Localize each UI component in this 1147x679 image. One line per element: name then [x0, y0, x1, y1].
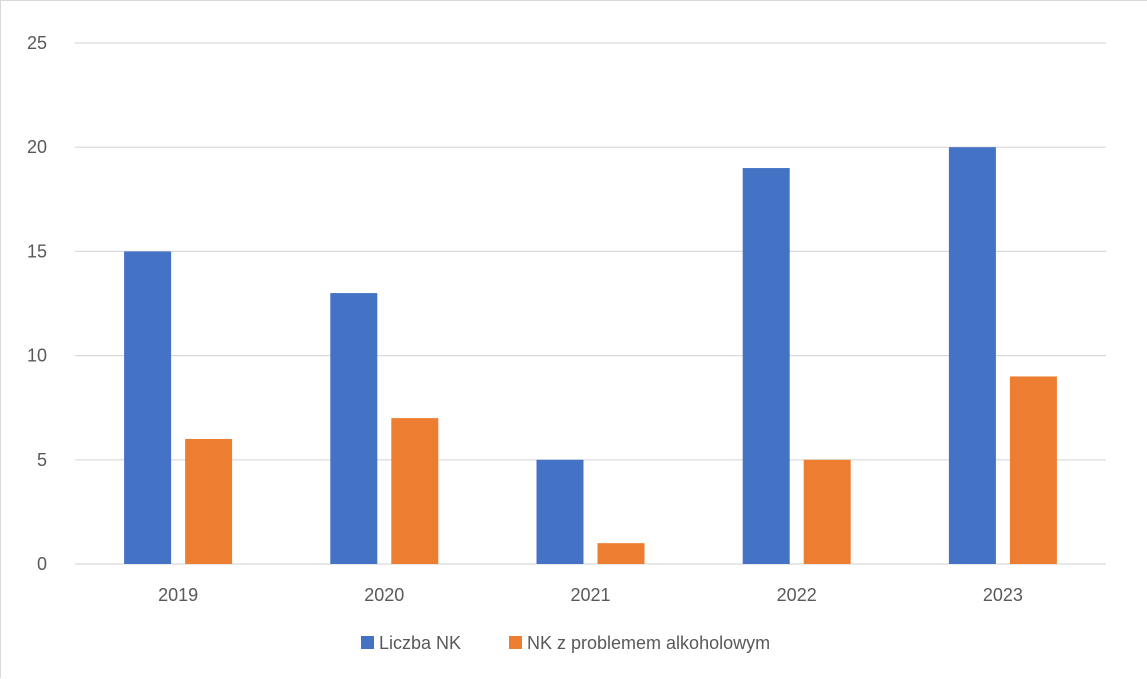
bar-liczba-nk-2023	[948, 147, 996, 564]
x-tick-label: 2019	[158, 585, 198, 605]
bar-nk-alkohol-2023	[1009, 376, 1057, 564]
legend: Liczba NK NK z problemem alkoholowym	[361, 633, 770, 653]
y-tick-label: 15	[27, 241, 47, 261]
bar-nk-alkohol-2019	[185, 438, 233, 564]
legend-swatch-nk-alkohol	[509, 636, 522, 649]
x-tick-label: 2020	[364, 585, 404, 605]
legend-label: Liczba NK	[379, 633, 461, 653]
gridlines	[75, 42, 1106, 565]
y-tick-label: 25	[27, 33, 47, 53]
legend-swatch-liczba-nk	[361, 636, 374, 649]
y-axis-tick-labels: 0 5 10 15 20 25	[27, 33, 47, 574]
x-tick-label: 2023	[983, 585, 1023, 605]
legend-label: NK z problemem alkoholowym	[527, 633, 770, 653]
bar-liczba-nk-2020	[330, 293, 378, 564]
bar-nk-alkohol-2021	[597, 543, 645, 564]
x-tick-label: 2022	[777, 585, 817, 605]
y-tick-label: 0	[37, 554, 47, 574]
bar-nk-alkohol-2022	[803, 459, 851, 564]
bar-liczba-nk-2019	[124, 251, 172, 564]
bar-liczba-nk-2022	[742, 168, 790, 565]
bars	[124, 147, 1057, 565]
y-tick-label: 20	[27, 137, 47, 157]
y-tick-label: 10	[27, 346, 47, 366]
x-tick-label: 2021	[570, 585, 610, 605]
bar-nk-alkohol-2020	[391, 418, 439, 564]
y-tick-label: 5	[37, 450, 47, 470]
bar-liczba-nk-2021	[536, 459, 584, 564]
x-axis-tick-labels: 2019 2020 2021 2022 2023	[158, 585, 1023, 605]
